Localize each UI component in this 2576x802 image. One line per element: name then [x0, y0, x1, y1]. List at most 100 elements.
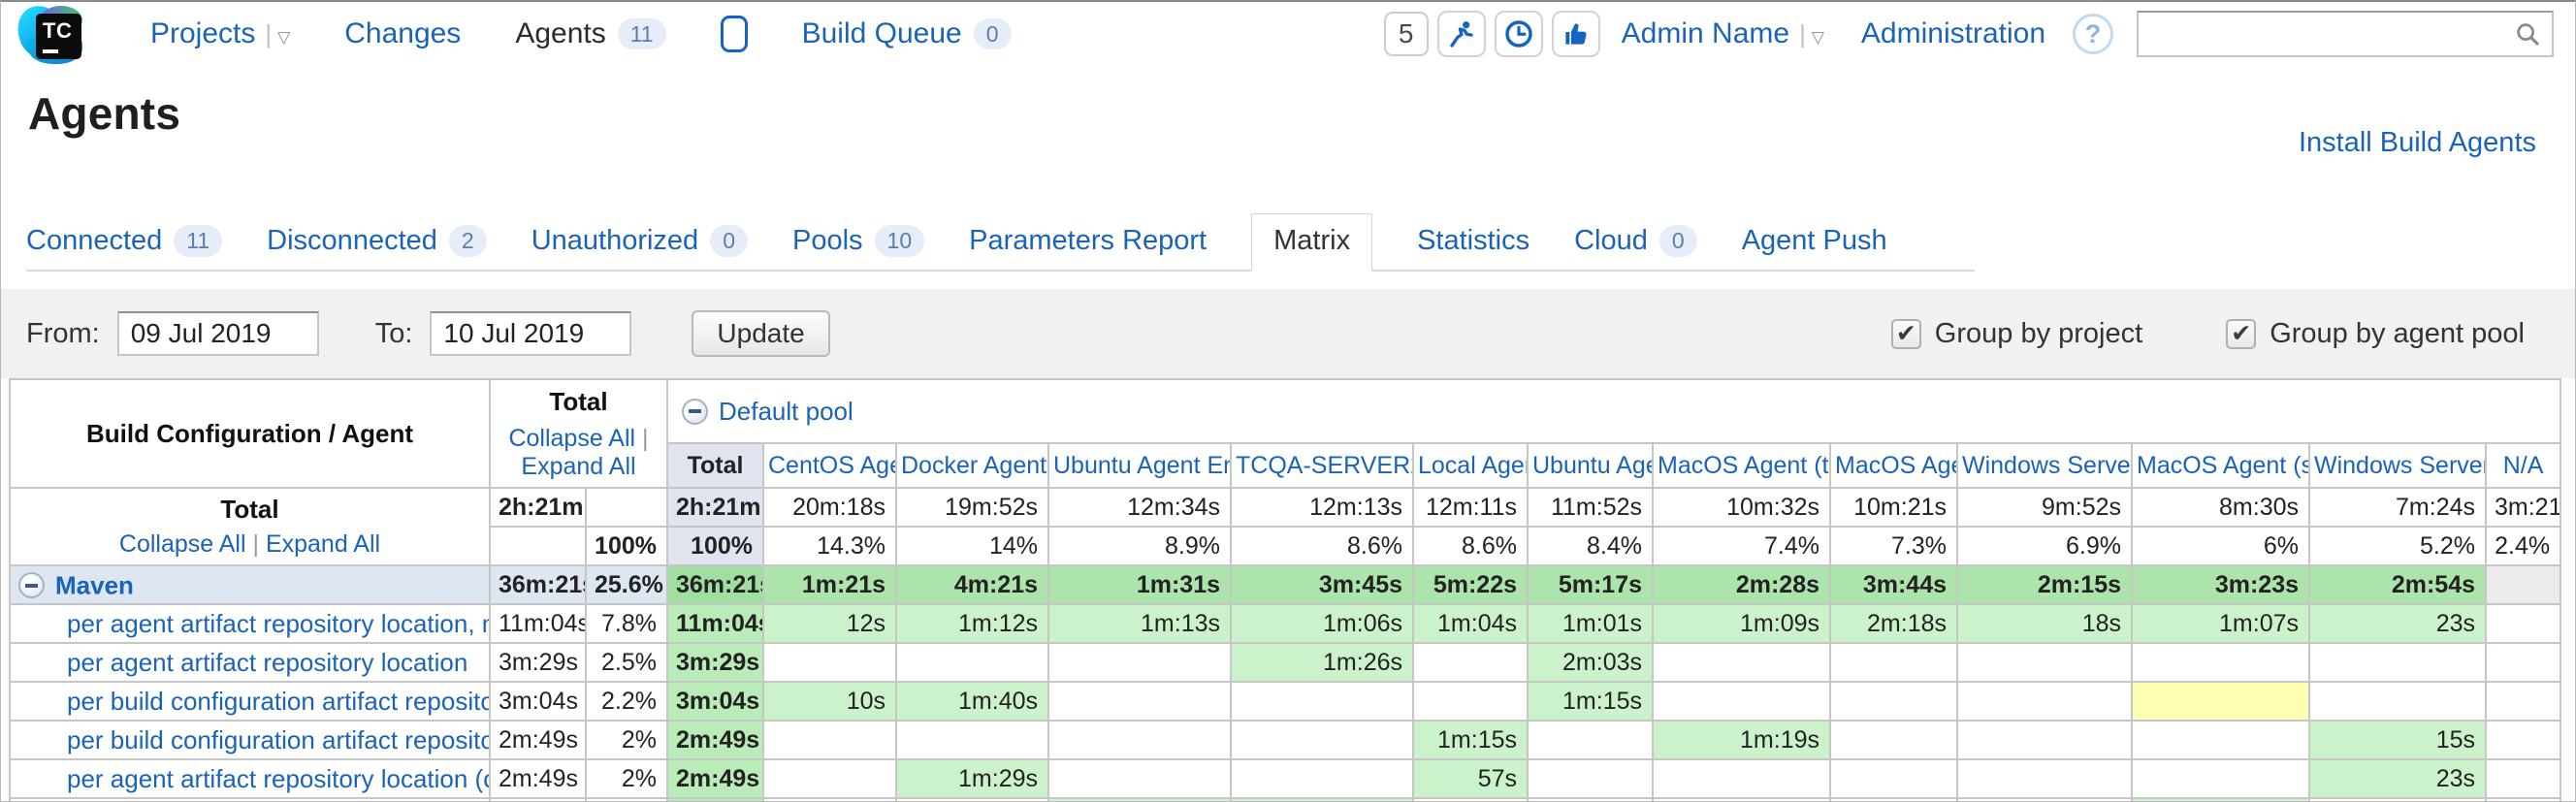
agent-column-header[interactable]: Ubuntu Agent [1527, 442, 1654, 489]
matrix-cell [895, 642, 1049, 683]
tab-statistics[interactable]: Statistics [1417, 214, 1530, 270]
agent-column-header[interactable]: N/A [2484, 442, 2562, 489]
agent-column-header[interactable]: Ubuntu Agent Em... [1047, 442, 1232, 489]
likes-thumb-icon-button[interactable] [1551, 11, 1600, 57]
matrix-cell: 1m:19s [1652, 720, 1831, 760]
matrix-cell [1829, 642, 1958, 683]
matrix-cell: 6.9% [1956, 526, 2133, 566]
nav-build-queue[interactable]: Build Queue 0 [802, 17, 1012, 50]
nav-agents[interactable]: Agents 11 [515, 17, 666, 50]
teamcity-logo[interactable]: TC [15, 3, 94, 64]
teamcity-logo-mark: TC [36, 14, 81, 59]
logo-text: TC [43, 18, 73, 43]
row-label: per agent artifact repository location, … [9, 603, 491, 644]
matrix-cell: 19m:52s [895, 487, 1049, 528]
matrix-cell: 3m:04s [489, 681, 587, 722]
matrix-cell: 2.5% [585, 642, 668, 683]
tab-connected[interactable]: Connected 11 [26, 214, 223, 270]
tab-cloud[interactable]: Cloud 0 [1574, 214, 1697, 270]
agents-board-icon[interactable] [720, 16, 748, 52]
tab-label: Disconnected [267, 225, 437, 256]
row-label-link[interactable]: per build configuration artifact reposit… [67, 686, 488, 716]
matrix-cell: 2% [585, 758, 668, 799]
pool-total-column-header: Total [666, 442, 764, 489]
row-label-link[interactable]: per agent artifact repository location (… [67, 763, 488, 793]
expand-all-link[interactable]: Expand All [265, 530, 381, 558]
matrix-cell [1652, 642, 1831, 683]
nav-count-badge: 11 [617, 17, 666, 50]
matrix-cell: 2m:49s [666, 758, 764, 799]
tab-count-badge: 2 [448, 225, 487, 257]
expand-all-link[interactable]: Expand All [521, 452, 636, 480]
group-row-label: Maven [9, 564, 491, 605]
help-icon[interactable] [2073, 14, 2113, 54]
agent-column-header[interactable]: CentOS Agent [762, 442, 897, 489]
matrix-cell: 23s [2308, 758, 2487, 799]
matrix-cell [1230, 758, 1414, 799]
tab-parameters-report[interactable]: Parameters Report [969, 214, 1207, 270]
tab-label: Statistics [1417, 225, 1530, 256]
row-label: per build configuration artifact reposit… [9, 720, 491, 760]
matrix-cell [1829, 797, 1958, 801]
matrix-cell: 23s [2308, 603, 2487, 644]
recent-history-clock-icon-button[interactable] [1494, 11, 1543, 57]
tab-pools[interactable]: Pools 10 [792, 214, 925, 270]
matrix-header-row: Build Configuration / Agent Total Collapse… [9, 378, 2562, 489]
row-label-link[interactable]: per agent artifact repository location [67, 647, 468, 677]
table-row: Maven36m:21s25.6%36m:21s1m:21s4m:21s1m:3… [9, 564, 2562, 605]
search-input[interactable] [2148, 15, 2513, 53]
nav-changes[interactable]: Changes [344, 17, 461, 50]
agent-column-header[interactable]: Docker Agent D [895, 442, 1049, 489]
checkbox-icon [1890, 318, 1921, 349]
group-by-agent-pool-checkbox[interactable]: Group by agent pool [2226, 318, 2525, 350]
matrix-cell [1047, 797, 1232, 801]
tab-unauthorized[interactable]: Unauthorized 0 [531, 214, 748, 270]
matrix-cell: 2m:54s [2308, 564, 2487, 605]
install-build-agents-link[interactable]: Install Build Agents [2298, 127, 2536, 158]
matrix-cell: 5.2% [2308, 526, 2487, 566]
collapse-expand-links: Collapse All | Expand All [499, 425, 659, 481]
matrix-cell: 3m:23s [2131, 564, 2310, 605]
group-name-link[interactable]: Maven [55, 570, 134, 600]
agent-column-header[interactable]: MacOS Agent [1829, 442, 1958, 489]
matrix-cell: 2m:03s [1527, 642, 1654, 683]
runner-icon [1450, 21, 1473, 48]
row-label-link[interactable]: per build configuration artifact reposit… [67, 724, 488, 754]
visible-builds-count[interactable]: 5 [1383, 12, 1429, 56]
agent-column-header[interactable]: Windows Server ... [1956, 442, 2133, 489]
matrix-cell [1956, 642, 2133, 683]
table-row-total-percent: 100% 100% 14.3% 14% 8.9% 8.6% 8.6% 8.4% 7.4% 7.3%… [10, 526, 2562, 566]
matrix-cell [2484, 681, 2562, 722]
collapse-group-icon[interactable] [18, 572, 45, 599]
matrix-cell: 8.6% [1230, 526, 1414, 566]
tab-agent-push[interactable]: Agent Push [1742, 214, 1887, 270]
search-box [2137, 11, 2554, 57]
user-menu[interactable]: Admin Name [1622, 17, 1824, 50]
nav-projects[interactable]: Projects [150, 17, 290, 50]
collapse-pool-icon[interactable] [682, 398, 708, 425]
matrix-cell: 8.4% [1527, 526, 1654, 566]
nav-label: Agents [515, 17, 606, 49]
agent-column-header[interactable]: Local Agent [1412, 442, 1529, 489]
collapse-all-link[interactable]: Collapse All [508, 424, 636, 452]
table-row: per agent artifact repository location (… [9, 758, 2562, 799]
pool-name[interactable]: Default pool [719, 396, 853, 426]
search-icon[interactable] [2513, 19, 2542, 48]
agent-column-header[interactable]: MacOS Agent (se... [2131, 442, 2310, 489]
from-date-input[interactable] [116, 311, 319, 356]
agent-column-header[interactable]: Windows Server ... [2308, 442, 2487, 489]
group-by-project-checkbox[interactable]: Group by project [1890, 318, 2142, 350]
to-date-input[interactable] [430, 311, 632, 356]
tab-matrix[interactable]: Matrix [1251, 213, 1373, 272]
row-label-link[interactable]: per agent artifact repository location, … [67, 608, 488, 638]
from-label: From: [26, 317, 100, 349]
agent-column-header[interactable]: TCQA-SERVER2016 [1230, 442, 1414, 489]
tab-count-badge: 11 [174, 225, 223, 257]
update-button[interactable]: Update [692, 310, 830, 357]
collapse-all-link[interactable]: Collapse All [118, 530, 246, 558]
agent-column-header[interactable]: MacOS Agent (th... [1652, 442, 1831, 489]
nav-administration[interactable]: Administration [1860, 17, 2045, 49]
tab-disconnected[interactable]: Disconnected 2 [267, 214, 487, 270]
agents-runner-icon-button[interactable] [1436, 11, 1486, 57]
nav-count-badge: 0 [973, 17, 1012, 50]
